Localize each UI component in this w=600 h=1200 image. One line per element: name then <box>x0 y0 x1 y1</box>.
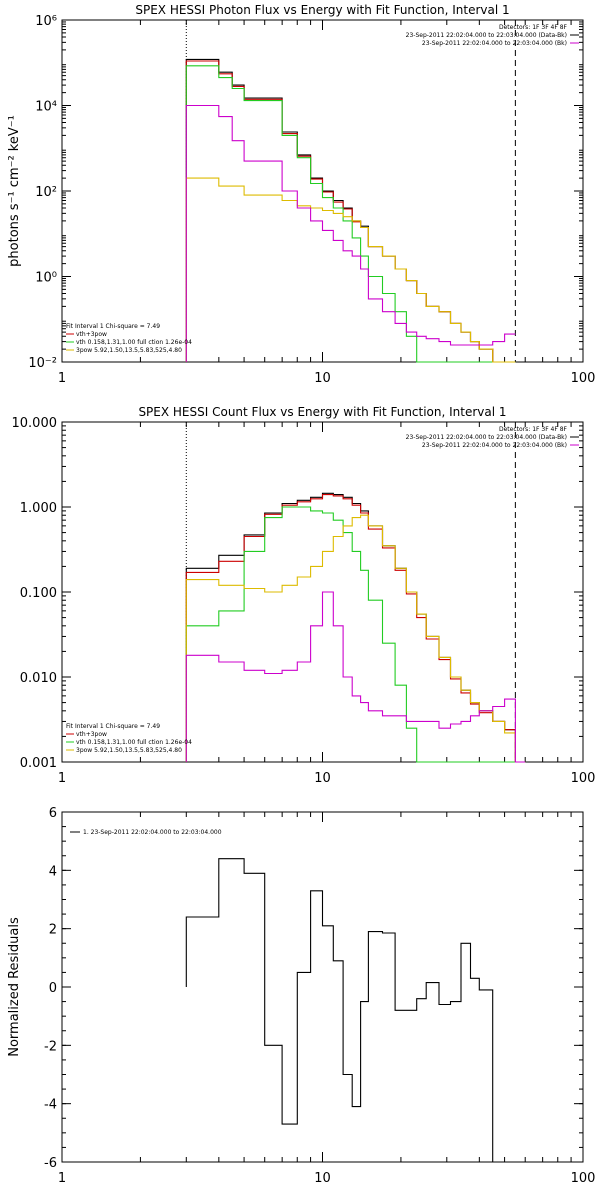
x-tick-label: 100 <box>571 771 596 786</box>
legend-bottomleft-entry: vth+3pow <box>76 731 107 738</box>
chart-title: SPEX HESSI Count Flux vs Energy with Fit… <box>138 405 506 419</box>
series-line-2 <box>185 494 526 763</box>
series-line-1 <box>185 858 516 1163</box>
legend-bottomleft-entry: Fit Interval 1 Chi-square = 7.49 <box>66 323 160 330</box>
plot-frame <box>61 811 584 1163</box>
legend-topright-entry: Detectors: 1F 3F 4F 8F <box>499 426 568 433</box>
y-tick-label: 4 <box>49 864 57 879</box>
y-tick-label: 0.100 <box>20 586 57 601</box>
series-line-1 <box>185 492 526 763</box>
legend-bottomleft-entry: 3pow 5.92,1.50,13.5,5.83,525,4.80 <box>76 747 182 754</box>
x-tick-label: 1 <box>58 371 66 386</box>
legend-topright-entry: 23-Sep-2011 22:02:04.000 to 22:03:04.000… <box>406 434 567 441</box>
y-axis-label: photons s⁻¹ cm⁻² keV⁻¹ <box>7 115 22 267</box>
x-tick-label: 1 <box>58 1171 66 1186</box>
y-tick-label: -6 <box>44 1156 57 1171</box>
legend-topright-entry: 23-Sep-2011 22:02:04.000 to 22:03:04.000… <box>422 40 567 47</box>
legend-topright-entry: Detectors: 1F 3F 4F 8F <box>499 24 568 31</box>
y-tick-label: 0 <box>49 981 57 996</box>
x-tick-label: 1 <box>58 771 66 786</box>
x-tick-label: 10 <box>314 771 331 786</box>
legend-bottomleft-entry: vth 0.158,1.31,1.00 full ction 1.26e-04 <box>76 739 192 746</box>
series-line-3 <box>185 506 526 763</box>
series-line-5 <box>185 104 516 362</box>
series-line-1 <box>185 58 516 363</box>
y-tick-label: 10⁶ <box>35 14 57 29</box>
y-tick-label: 10⁻² <box>28 356 57 371</box>
y-tick-label: 10.000 <box>12 416 58 431</box>
chart-panel-3: 1 10 100 -6 -4 -2 0 2 4 6 Normalized Residuals 1. 2… <box>7 806 595 1186</box>
y-tick-label: 10² <box>35 185 57 200</box>
y-tick-label: 2 <box>49 923 57 938</box>
legend-topright-entry: 23-Sep-2011 22:02:04.000 to 22:03:04.000… <box>422 442 567 449</box>
series-line-5 <box>185 591 526 763</box>
y-tick-label: -4 <box>44 1098 57 1113</box>
legend-topleft-entry: 1. 23-Sep-2011 22:02:04.000 to 22:03:04.… <box>83 829 222 836</box>
y-tick-label: 0.010 <box>20 671 57 686</box>
y-tick-label: 1.000 <box>20 501 57 516</box>
series-line-4 <box>185 177 516 363</box>
legend-topright-entry: 23-Sep-2011 22:02:04.000 to 22:03:04.000… <box>406 32 567 39</box>
legend-bottomleft-entry: vth 0.158,1.31,1.00 full ction 1.26e-04 <box>76 339 192 346</box>
x-tick-label: 100 <box>571 1171 596 1186</box>
y-tick-label: 10⁴ <box>35 100 57 115</box>
legend-bottomleft-entry: 3pow 5.92,1.50,13.5,5.83,525,4.80 <box>76 347 182 354</box>
chart-panel-1: 1 10 100 10⁻² 10⁰ 10² 10⁴ 10⁶ SPEX HESSI Photon … <box>7 3 595 386</box>
legend-bottomleft-entry: vth+3pow <box>76 331 107 338</box>
series-line-3 <box>185 65 516 363</box>
y-tick-label: 10⁰ <box>35 271 57 286</box>
series-line-4 <box>185 514 526 763</box>
x-tick-label: 10 <box>314 371 331 386</box>
y-tick-label: 6 <box>49 806 57 821</box>
legend-bottomleft-entry: Fit Interval 1 Chi-square = 7.49 <box>66 723 160 730</box>
y-tick-label: 0.001 <box>20 756 57 771</box>
series-line-2 <box>185 60 516 363</box>
y-tick-label: -2 <box>44 1039 57 1054</box>
chart-title: SPEX HESSI Photon Flux vs Energy with Fi… <box>135 3 509 17</box>
chart-panel-2: 1 10 100 0.001 0.010 0.100 1.000 10.000 SPEX HES… <box>12 405 596 786</box>
x-tick-label: 100 <box>571 371 596 386</box>
x-tick-label: 10 <box>314 1171 331 1186</box>
y-axis-label: Normalized Residuals <box>7 917 22 1057</box>
